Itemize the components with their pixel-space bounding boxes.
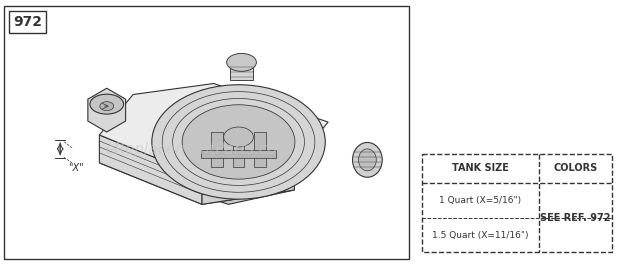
Ellipse shape [227, 54, 257, 71]
Text: 1 Quart (X=5/16"): 1 Quart (X=5/16") [439, 196, 521, 205]
Ellipse shape [100, 102, 113, 111]
Ellipse shape [353, 143, 383, 177]
Bar [4, 6, 409, 259]
Text: COLORS: COLORS [553, 164, 598, 173]
Polygon shape [88, 88, 126, 132]
Bar [9, 11, 46, 33]
Text: "X": "X" [68, 163, 84, 173]
Polygon shape [99, 135, 202, 204]
Bar [229, 62, 254, 80]
Polygon shape [99, 163, 294, 204]
Text: eReplacementParts.com: eReplacementParts.com [105, 142, 292, 157]
Ellipse shape [182, 105, 295, 179]
Polygon shape [202, 162, 294, 204]
Bar [211, 132, 223, 167]
Ellipse shape [224, 127, 254, 147]
Polygon shape [99, 83, 328, 176]
Text: SEE REF. 972: SEE REF. 972 [540, 213, 611, 223]
Ellipse shape [90, 94, 123, 114]
Ellipse shape [152, 85, 326, 199]
Bar [422, 154, 612, 253]
Text: TANK SIZE: TANK SIZE [452, 164, 508, 173]
Text: 972: 972 [13, 15, 42, 29]
Ellipse shape [358, 149, 376, 171]
Bar [254, 132, 266, 167]
Text: 1.5 Quart (X=11/16"): 1.5 Quart (X=11/16") [432, 231, 528, 240]
Bar [201, 150, 276, 158]
Bar [232, 132, 244, 167]
